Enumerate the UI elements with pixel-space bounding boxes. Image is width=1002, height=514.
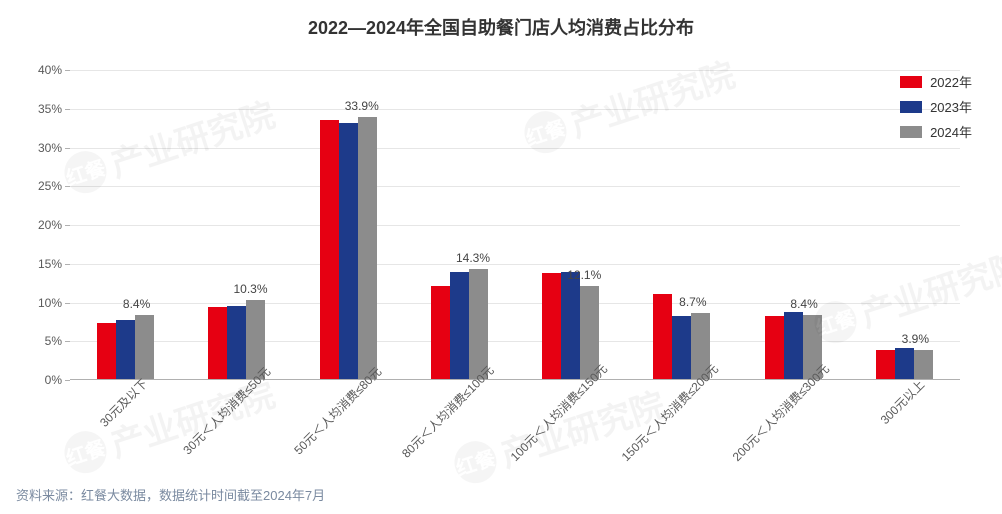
legend-swatch <box>900 101 922 113</box>
x-label-cell: 30元＜人均消费≤50元 <box>181 380 292 480</box>
y-axis-label: 10% <box>38 296 62 310</box>
x-label-cell: 150元＜人均消费≤200元 <box>626 380 737 480</box>
x-axis-label: 300元以上 <box>877 376 929 428</box>
y-axis-label: 40% <box>38 63 62 77</box>
bar <box>116 320 135 380</box>
bar-value-label: 8.4% <box>123 297 150 311</box>
bar-group: 12.1% <box>515 70 626 380</box>
legend-item: 2024年 <box>900 122 972 141</box>
chart-plot-area: 0%5%10%15%20%25%30%35%40% 8.4%10.3%33.9%… <box>70 70 960 380</box>
x-label-cell: 100元＜人均消费≤150元 <box>515 380 626 480</box>
legend-label: 2022年 <box>930 72 972 91</box>
bar <box>135 315 154 380</box>
bar <box>358 117 377 380</box>
bar-group: 8.7% <box>626 70 737 380</box>
bar-value-label: 8.7% <box>679 295 706 309</box>
bar <box>339 123 358 380</box>
x-axis-labels: 30元及以下30元＜人均消费≤50元50元＜人均消费≤80元80元＜人均消费≤1… <box>70 380 960 480</box>
bar-group: 8.4% <box>70 70 181 380</box>
x-label-cell: 80元＜人均消费≤100元 <box>404 380 515 480</box>
bar <box>450 272 469 380</box>
y-axis-label: 5% <box>45 334 62 348</box>
x-label-cell: 300元以上 <box>849 380 960 480</box>
y-axis-label: 30% <box>38 141 62 155</box>
y-axis-label: 20% <box>38 218 62 232</box>
y-axis-label: 35% <box>38 102 62 116</box>
x-label-cell: 30元及以下 <box>70 380 181 480</box>
bar-value-label: 8.4% <box>790 297 817 311</box>
legend: 2022年 2023年 2024年 <box>900 72 972 147</box>
y-axis-label: 25% <box>38 179 62 193</box>
bar-group: 8.4% <box>738 70 849 380</box>
y-axis-label: 0% <box>45 373 62 387</box>
bar <box>561 272 580 380</box>
bar-value-label: 12.1% <box>567 268 601 282</box>
bar <box>431 286 450 380</box>
bar <box>914 350 933 380</box>
chart-title: 2022—2024年全国自助餐门店人均消费占比分布 <box>0 0 1002 40</box>
x-label-cell: 50元＜人均消费≤80元 <box>293 380 404 480</box>
x-label-cell: 200元＜人均消费≤300元 <box>738 380 849 480</box>
y-axis-label: 15% <box>38 257 62 271</box>
bar-group: 14.3% <box>404 70 515 380</box>
legend-swatch <box>900 126 922 138</box>
legend-item: 2023年 <box>900 97 972 116</box>
bar <box>784 312 803 380</box>
bar-group: 10.3% <box>181 70 292 380</box>
bar-group: 33.9% <box>293 70 404 380</box>
source-caption: 资料来源：红餐大数据，数据统计时间截至2024年7月 <box>16 485 325 504</box>
legend-label: 2024年 <box>930 122 972 141</box>
bar-value-label: 33.9% <box>345 99 379 113</box>
legend-item: 2022年 <box>900 72 972 91</box>
bar-value-label: 10.3% <box>233 282 267 296</box>
legend-swatch <box>900 76 922 88</box>
bar <box>227 306 246 380</box>
bar <box>876 350 895 380</box>
bar <box>208 307 227 380</box>
bar <box>895 348 914 380</box>
bar <box>765 316 784 380</box>
x-axis-label: 30元及以下 <box>95 375 150 430</box>
bar-value-label: 3.9% <box>902 332 929 346</box>
bar <box>320 120 339 380</box>
bar <box>672 316 691 380</box>
bar-value-label: 14.3% <box>456 251 490 265</box>
bar <box>542 273 561 380</box>
bar <box>653 294 672 380</box>
legend-label: 2023年 <box>930 97 972 116</box>
bar <box>97 323 116 380</box>
